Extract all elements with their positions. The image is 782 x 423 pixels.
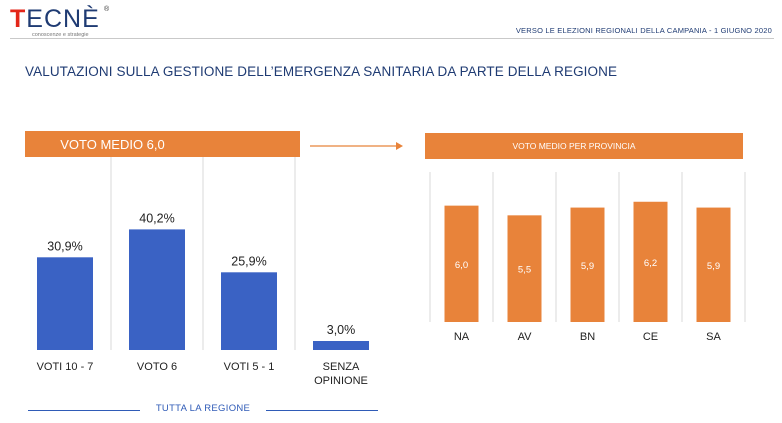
header-divider bbox=[10, 38, 774, 39]
province-data-label: 6,0 bbox=[455, 260, 468, 271]
province-category-label: CE bbox=[643, 331, 658, 343]
overall-data-label: 30,9% bbox=[47, 239, 82, 253]
overall-category-label: VOTI 5 - 1 bbox=[224, 361, 275, 373]
province-bar bbox=[633, 201, 668, 322]
overall-data-label: 40,2% bbox=[139, 211, 174, 225]
province-data-label: 6,2 bbox=[644, 258, 657, 269]
footer-caption: TUTTA LA REGIONE bbox=[28, 403, 378, 417]
overall-title-box bbox=[25, 131, 300, 157]
overall-bar bbox=[37, 257, 93, 350]
footer-line-right bbox=[266, 410, 378, 411]
footer-label: TUTTA LA REGIONE bbox=[155, 403, 251, 414]
overall-category-label: VOTI 10 - 7 bbox=[37, 361, 94, 373]
overall-category-label: OPINIONE bbox=[314, 375, 368, 387]
brand-name-rest: ECNÈ bbox=[26, 5, 100, 33]
province-data-label: 5,5 bbox=[518, 265, 531, 276]
province-title-box bbox=[425, 133, 743, 159]
brand-tagline: conoscenze e strategie bbox=[32, 32, 89, 38]
overall-category-label: SENZA bbox=[323, 361, 360, 373]
brand-logo: TECNÈ ® conoscenze e strategie bbox=[10, 4, 120, 38]
overall-data-label: 3,0% bbox=[327, 323, 356, 337]
page-title: VALUTAZIONI SULLA GESTIONE DELL’EMERGENZ… bbox=[25, 64, 618, 79]
province-data-label: 5,9 bbox=[707, 261, 720, 272]
overall-bar bbox=[221, 272, 277, 350]
province-category-label: NA bbox=[454, 331, 470, 343]
registered-mark: ® bbox=[104, 6, 110, 13]
province-bar bbox=[444, 205, 479, 322]
province-category-label: BN bbox=[580, 331, 595, 343]
province-category-label: SA bbox=[706, 331, 721, 343]
province-bar bbox=[570, 207, 605, 322]
province-category-label: AV bbox=[518, 331, 533, 343]
arrow-icon bbox=[396, 142, 403, 150]
overall-data-label: 25,9% bbox=[231, 254, 266, 268]
header-subtitle: VERSO LE ELEZIONI REGIONALI DELLA CAMPAN… bbox=[515, 26, 772, 35]
province-bar bbox=[507, 215, 542, 322]
footer-line-left bbox=[28, 410, 140, 411]
province-bar bbox=[696, 207, 731, 322]
overall-title: VOTO MEDIO 6,0 bbox=[60, 137, 165, 152]
overall-bar bbox=[129, 229, 185, 350]
overall-category-label: VOTO 6 bbox=[137, 361, 177, 373]
brand-name: TECNÈ bbox=[10, 4, 100, 34]
brand-name-prefix: T bbox=[10, 5, 27, 33]
province-title: VOTO MEDIO PER PROVINCIA bbox=[512, 141, 635, 151]
overall-bar bbox=[313, 341, 369, 350]
province-data-label: 5,9 bbox=[581, 261, 594, 272]
